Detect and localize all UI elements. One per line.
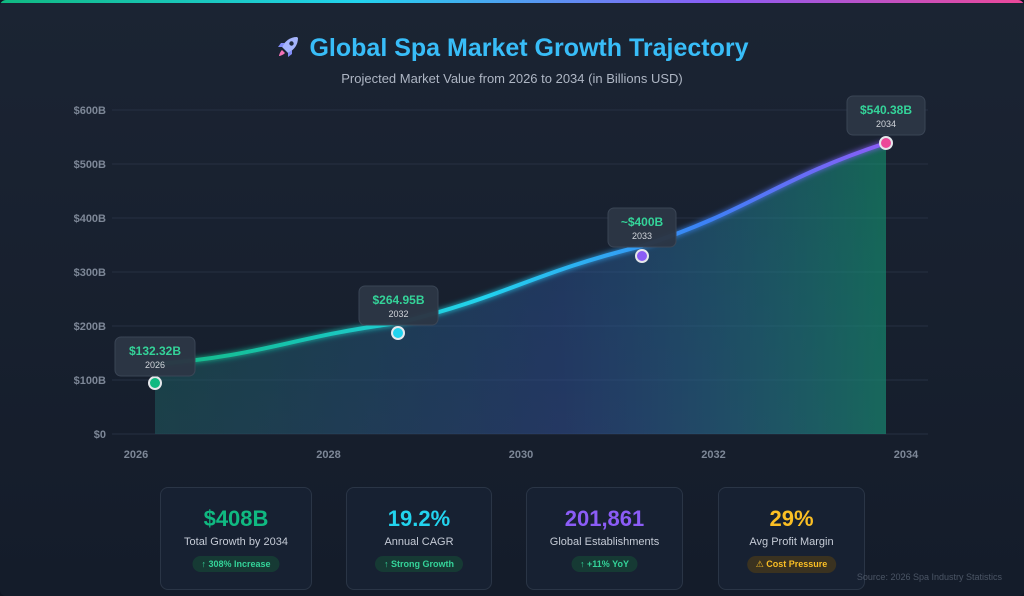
chart-subtitle: Projected Market Value from 2026 to 2034… <box>341 71 683 86</box>
data-label-callout: ~$400B 2033 <box>607 207 677 248</box>
stat-value: 29% <box>769 506 814 531</box>
x-tick-label: 2028 <box>316 449 340 461</box>
x-tick-label: 2032 <box>701 449 725 461</box>
y-tick-label: $100B <box>74 375 106 387</box>
data-label-year: 2032 <box>388 309 408 319</box>
y-tick-label: $500B <box>74 159 106 171</box>
stat-card-establishments: 201,861 Global Establishments ↑ +11% YoY <box>526 487 683 590</box>
line-chart: $0 $100B $200B $300B $400B $500B $600B 2026 2028… <box>74 95 928 461</box>
y-tick-label: $300B <box>74 267 106 279</box>
stat-badge: ↑ 308% Increase <box>192 556 280 572</box>
stat-badge: ↑ +11% YoY <box>571 556 638 572</box>
x-tick-label: 2030 <box>509 449 533 461</box>
data-label-year: 2034 <box>876 119 896 129</box>
source-note: Source: 2026 Spa Industry Statistics <box>856 572 1002 582</box>
data-label-value: $540.38B <box>860 103 912 117</box>
x-tick-label: 2026 <box>124 449 148 461</box>
stat-value: 201,861 <box>564 506 645 531</box>
data-label-value: $264.95B <box>372 293 424 307</box>
y-tick-label: $600B <box>74 105 106 117</box>
data-label-callout: $264.95B 2032 <box>358 285 439 326</box>
data-point-marker[interactable] <box>879 136 893 150</box>
chart-title: Global Spa Market Growth Trajectory <box>0 34 1024 67</box>
stat-value: $408B <box>203 506 269 531</box>
stat-card-total-growth: $408B Total Growth by 2034 ↑ 308% Increa… <box>160 487 312 590</box>
stat-label: Annual CAGR <box>384 536 454 548</box>
series-line <box>153 141 888 366</box>
data-label-callout: $540.38B 2034 <box>846 95 926 136</box>
title-text: Global Spa Market Growth Trajectory <box>309 34 749 62</box>
rocket-icon <box>275 34 301 67</box>
data-label-callout: $132.32B 2026 <box>114 336 196 377</box>
stat-badge: ⚠ Cost Pressure <box>746 556 837 573</box>
area-fill <box>155 143 886 434</box>
data-label-year: 2026 <box>145 360 165 370</box>
y-tick-label: $200B <box>74 321 106 333</box>
data-label-year: 2033 <box>632 231 652 241</box>
y-tick-label: $0 <box>94 429 106 441</box>
y-tick-label: $400B <box>74 213 106 225</box>
data-label-value: ~$400B <box>621 215 664 229</box>
stat-card-cagr: 19.2% Annual CAGR ↑ Strong Growth <box>346 487 492 590</box>
stat-label: Avg Profit Margin <box>749 536 834 548</box>
x-tick-label: 2034 <box>894 449 919 461</box>
data-point-marker[interactable] <box>635 249 649 263</box>
accent-bar <box>0 0 1024 3</box>
stat-label: Global Establishments <box>549 536 660 548</box>
data-label-value: $132.32B <box>129 344 181 358</box>
stat-badge: ↑ Strong Growth <box>375 556 463 572</box>
stat-card-profit-margin: 29% Avg Profit Margin ⚠ Cost Pressure <box>718 487 865 590</box>
stat-label: Total Growth by 2034 <box>184 536 288 548</box>
data-point-marker[interactable] <box>148 376 162 390</box>
stat-value: 19.2% <box>387 506 451 531</box>
data-point-marker[interactable] <box>391 326 405 340</box>
